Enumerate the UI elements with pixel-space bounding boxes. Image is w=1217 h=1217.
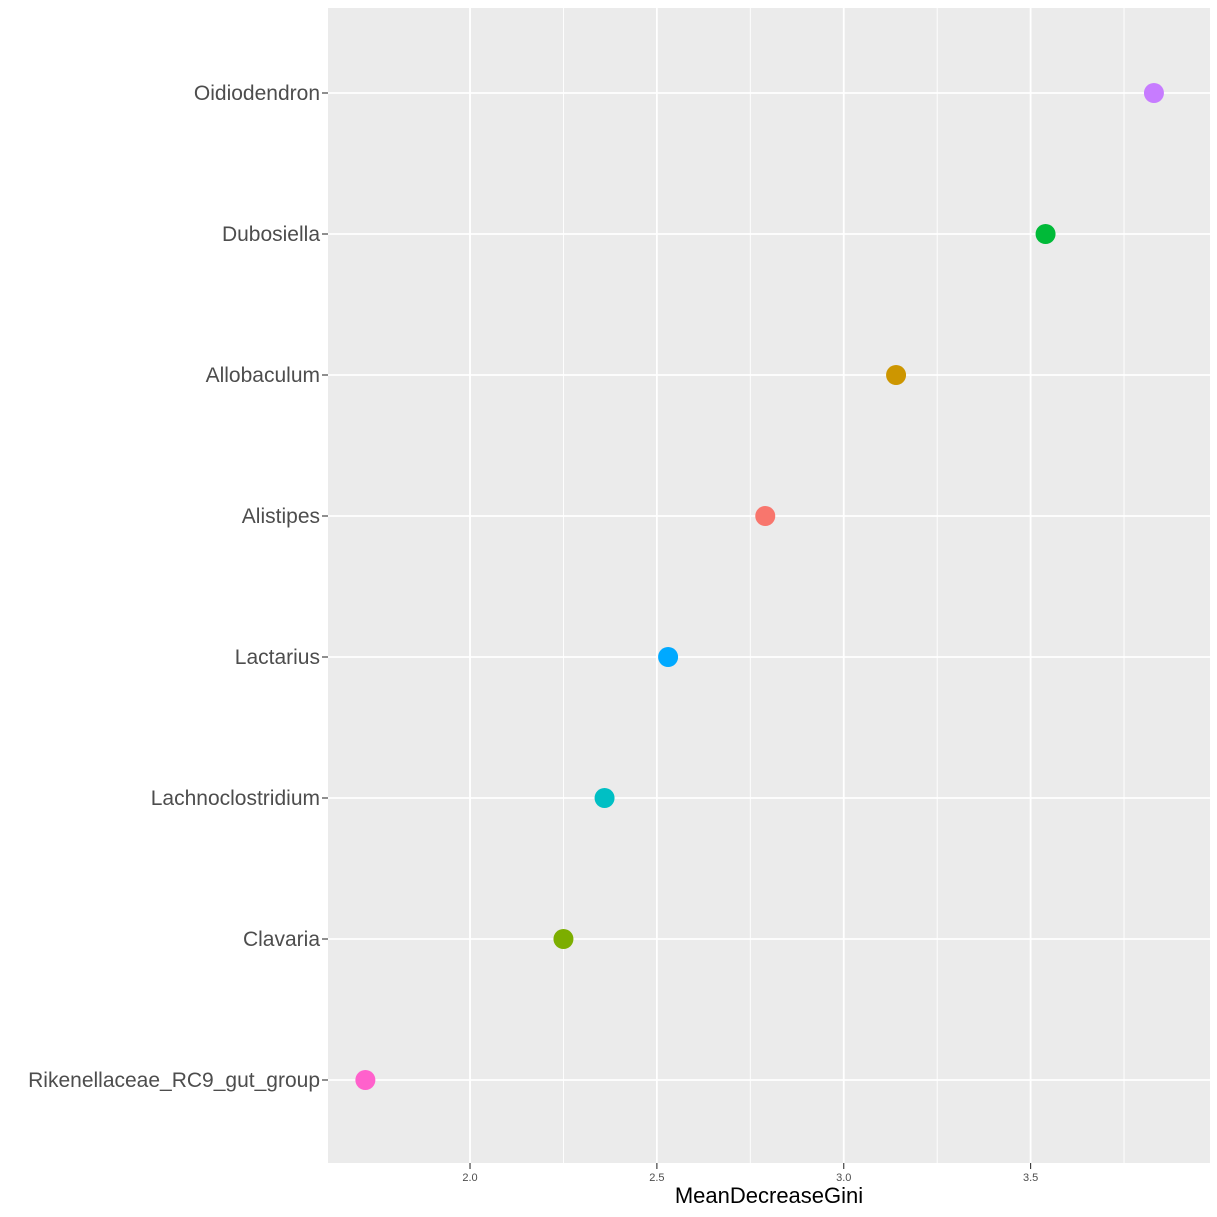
x-axis-title: MeanDecreaseGini <box>675 1183 863 1208</box>
data-point <box>355 1070 376 1090</box>
x-tick-label: 3.0 <box>836 1172 851 1184</box>
data-point <box>755 506 776 526</box>
x-tick-label: 3.5 <box>1023 1172 1038 1184</box>
data-point <box>1143 83 1164 103</box>
x-tick-label: 2.5 <box>649 1172 664 1184</box>
y-tick-label: Lachnoclostridium <box>151 787 320 810</box>
y-axis: Oidiodendron Dubosiella Allobaculum Alistip… <box>28 82 328 1092</box>
y-tick-label: Oidiodendron <box>194 82 320 105</box>
y-tick-label: Dubosiella <box>222 223 320 246</box>
x-tick-label: 2.0 <box>462 1172 477 1184</box>
data-point <box>886 365 907 385</box>
points <box>355 83 1164 1090</box>
plot-panel <box>328 8 1210 1163</box>
y-tick-label: Rikenellaceae_RC9_gut_group <box>28 1069 320 1092</box>
y-tick-label: Lactarius <box>235 646 320 669</box>
data-point <box>1035 224 1056 244</box>
data-point <box>553 929 574 949</box>
grid <box>328 8 1210 1163</box>
x-axis: 2.0 2.5 3.0 3.5 <box>462 1163 1038 1184</box>
y-tick-label: Allobaculum <box>206 364 320 387</box>
data-point <box>594 788 615 808</box>
y-tick-label: Alistipes <box>242 505 320 528</box>
y-tick-label: Clavaria <box>243 928 320 951</box>
data-point <box>658 647 679 667</box>
